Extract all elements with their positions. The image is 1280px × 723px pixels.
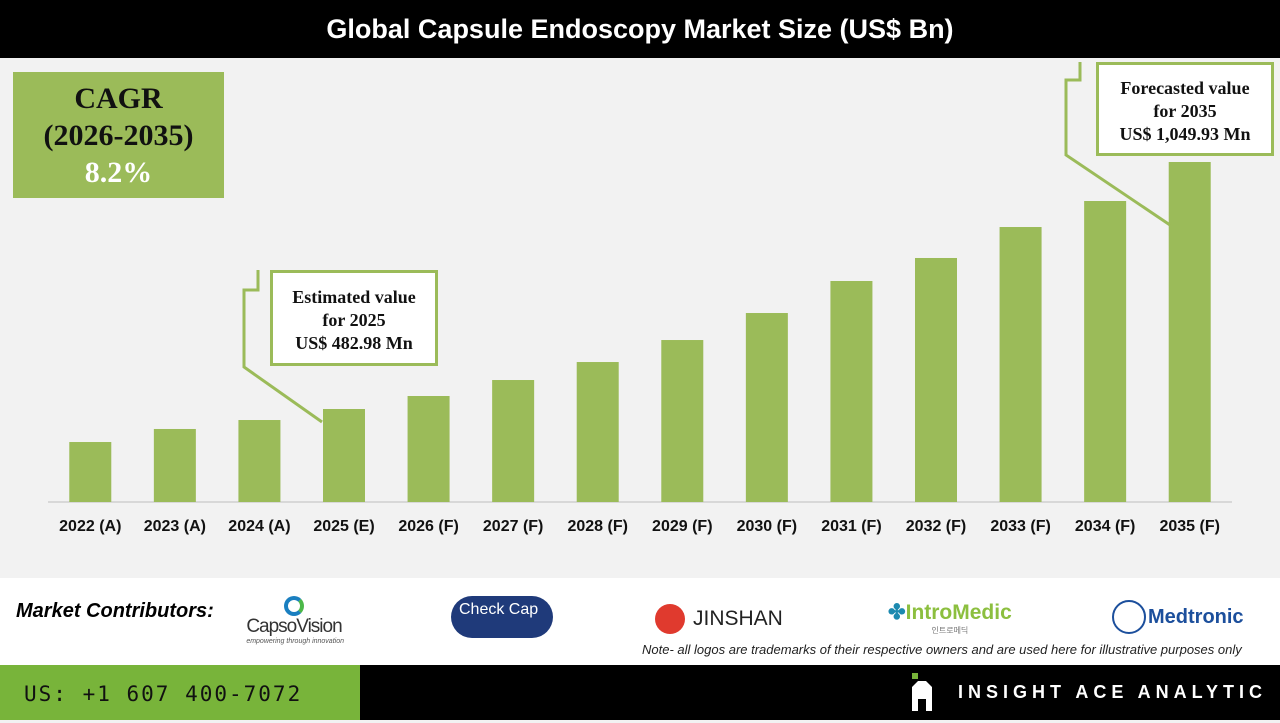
cagr-period: (2026-2035) — [43, 119, 194, 152]
capsovision-logo: CapsoVision empowering through innovatio… — [244, 596, 344, 645]
x-tick-label: 2032 (F) — [906, 518, 966, 535]
callout-text: for 2025 — [322, 310, 386, 330]
x-tick-label: 2031 (F) — [821, 518, 881, 535]
chart-title: Global Capsule Endoscopy Market Size (US… — [0, 0, 1280, 58]
bar-2027 — [492, 380, 535, 502]
bar-chart: 2022 (A) 2023 (A) 2024 (A) 2025 (E) 2026 (F)… — [48, 62, 1232, 535]
logo-text: Medtronic — [1148, 605, 1244, 628]
bar-2026 — [407, 396, 450, 502]
logo-text: IntroMedic — [905, 601, 1012, 624]
forecast-value-callout: Forecasted value for 2035 US$ 1,049.93 M… — [1096, 62, 1274, 156]
estimate-leader-line — [242, 270, 323, 424]
bar-2033 — [999, 227, 1042, 503]
bar-2028 — [576, 362, 619, 502]
contributors-label: Market Contributors: — [16, 600, 214, 622]
bar-2024 — [238, 420, 281, 502]
x-tick-label: 2027 (F) — [483, 518, 543, 535]
medtronic-logo: Medtronic — [1112, 600, 1244, 634]
x-tick-label: 2025 (E) — [313, 518, 374, 535]
x-tick-label: 2028 (F) — [567, 518, 627, 535]
phone-number[interactable]: US: +1 607 400-7072 — [0, 665, 360, 720]
jinshan-logo: JINSHAN — [655, 604, 783, 634]
bar-2023 — [153, 428, 196, 502]
logo-text: JINSHAN — [693, 607, 783, 630]
callout-value: US$ 1,049.93 Mn — [1119, 124, 1251, 144]
x-tick-label: 2034 (F) — [1075, 518, 1135, 535]
bar-2030 — [745, 313, 788, 502]
cagr-box: CAGR (2026-2035) 8.2% — [13, 72, 224, 198]
estimated-value-callout: Estimated value for 2025 US$ 482.98 Mn — [270, 270, 438, 366]
x-tick-label: 2029 (F) — [652, 518, 712, 535]
bar-2032 — [915, 257, 957, 502]
callout-value: US$ 482.98 Mn — [295, 333, 413, 353]
forecast-leader-line — [1064, 62, 1171, 227]
market-contributors: Market Contributors: CapsoVision empower… — [0, 578, 1280, 665]
x-tick-label: 2026 (F) — [398, 518, 458, 535]
logo-subtext: 인트로메딕 — [931, 626, 969, 635]
logo-tagline: empowering through innovation — [246, 638, 344, 645]
x-tick-label: 2035 (F) — [1159, 518, 1219, 535]
bar-2035 — [1168, 162, 1211, 502]
x-tick-label: 2023 (A) — [144, 518, 206, 535]
trademark-note: Note- all logos are trademarks of their … — [642, 642, 1242, 657]
x-tick-label: 2022 (A) — [59, 518, 121, 535]
x-tick-label: 2024 (A) — [228, 518, 290, 535]
brand-bar — [360, 665, 1280, 720]
callout-text: Forecasted value — [1120, 78, 1250, 98]
bar-2022 — [69, 442, 112, 502]
cagr-label: CAGR — [74, 82, 163, 115]
insight-ace-logo-icon — [912, 673, 932, 711]
x-tick-label: 2033 (F) — [990, 518, 1050, 535]
logo-text: CapsoVision — [246, 616, 342, 637]
checkcap-logo: Check Cap — [451, 596, 553, 638]
bar-2025 — [323, 408, 365, 502]
callout-text: Estimated value — [292, 287, 416, 307]
intromedic-logo: ✤IntroMedic 인트로메딕 — [888, 601, 1012, 635]
x-tick-label: 2030 (F) — [737, 518, 797, 535]
bar-2034 — [1084, 201, 1127, 502]
cagr-value: 8.2% — [84, 156, 153, 189]
callout-text: for 2035 — [1153, 101, 1217, 121]
brand-name: INSIGHT ACE ANALYTIC — [958, 682, 1268, 702]
logo-text: Check Cap — [459, 601, 539, 618]
bar-2029 — [661, 340, 704, 502]
bar-2031 — [830, 280, 873, 502]
